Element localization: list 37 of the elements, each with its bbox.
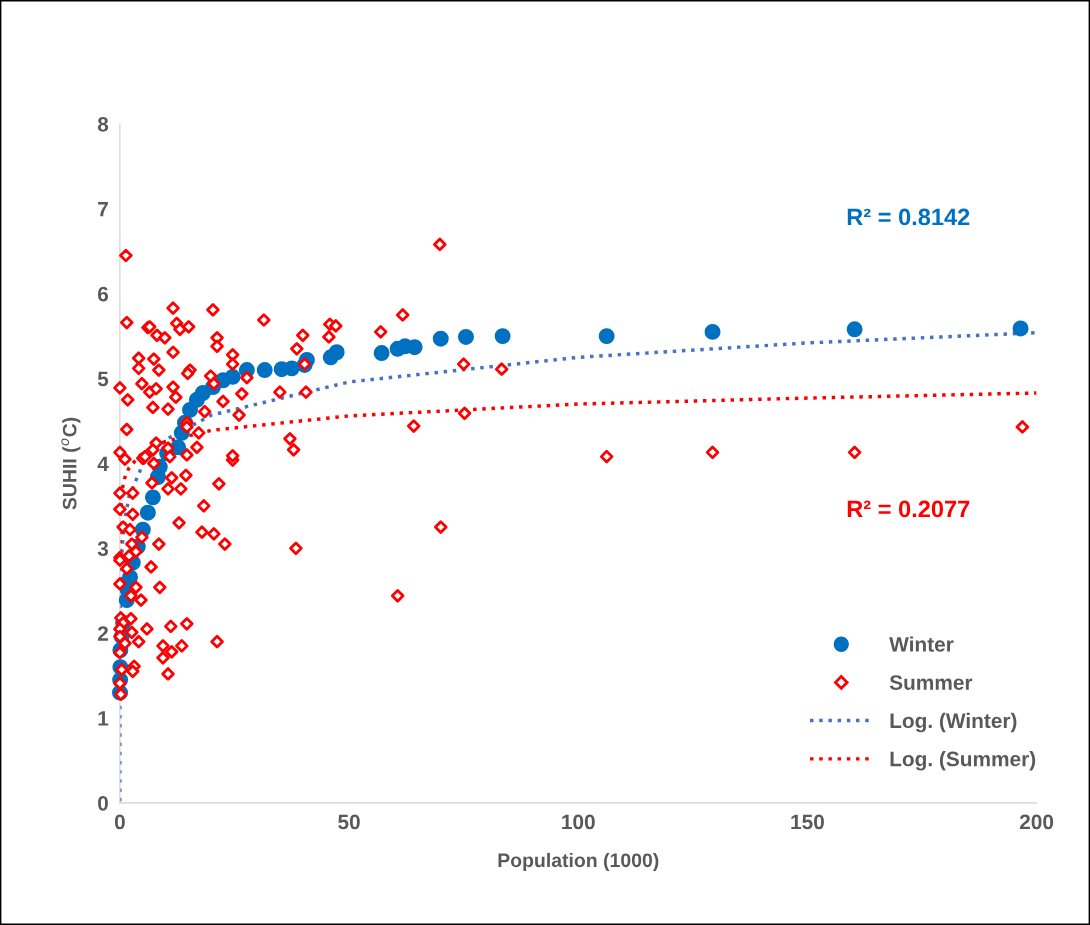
- point: [846, 321, 863, 338]
- point: [139, 504, 156, 521]
- x-tick-label: 50: [338, 814, 360, 830]
- y-axis-title: SUHII ($^{o}$C): [61, 417, 81, 510]
- point: [494, 328, 511, 345]
- annotation: R² = 0.8142: [847, 208, 970, 226]
- y-tick-label: 7: [98, 202, 108, 217]
- point: [704, 323, 721, 340]
- x-tick-label: 200: [1019, 814, 1054, 830]
- y-tick-label: 3: [97, 541, 109, 557]
- point: [256, 362, 273, 379]
- legend-label: Summer: [889, 675, 973, 690]
- y-tick-label: 0: [98, 795, 108, 811]
- x-tick-label: 100: [562, 814, 595, 830]
- point: [373, 345, 390, 362]
- point: [182, 401, 199, 418]
- point: [432, 330, 449, 347]
- y-tick-label: 6: [97, 286, 109, 302]
- point: [457, 328, 474, 345]
- y-tick-label: 8: [97, 116, 109, 132]
- point: [322, 349, 339, 366]
- point: [389, 340, 406, 357]
- y-tick-label: 4: [97, 456, 109, 471]
- point: [273, 361, 290, 378]
- annotation: R² = 0.2077: [847, 500, 970, 518]
- legend-label: Winter: [889, 636, 954, 652]
- point: [598, 328, 615, 345]
- x-tick-label: 150: [791, 814, 824, 830]
- point: [144, 489, 161, 506]
- x-tick-label: 0: [114, 814, 125, 830]
- point: [1012, 320, 1029, 337]
- y-tick-label: 1: [98, 711, 109, 726]
- legend-label: Log. (Summer): [890, 751, 1036, 771]
- x-axis-title: Population (1000): [498, 852, 659, 871]
- y-tick-label: 5: [97, 371, 109, 387]
- legend-label: Log. (Winter): [890, 712, 1017, 733]
- y-tick-label: 2: [97, 626, 108, 641]
